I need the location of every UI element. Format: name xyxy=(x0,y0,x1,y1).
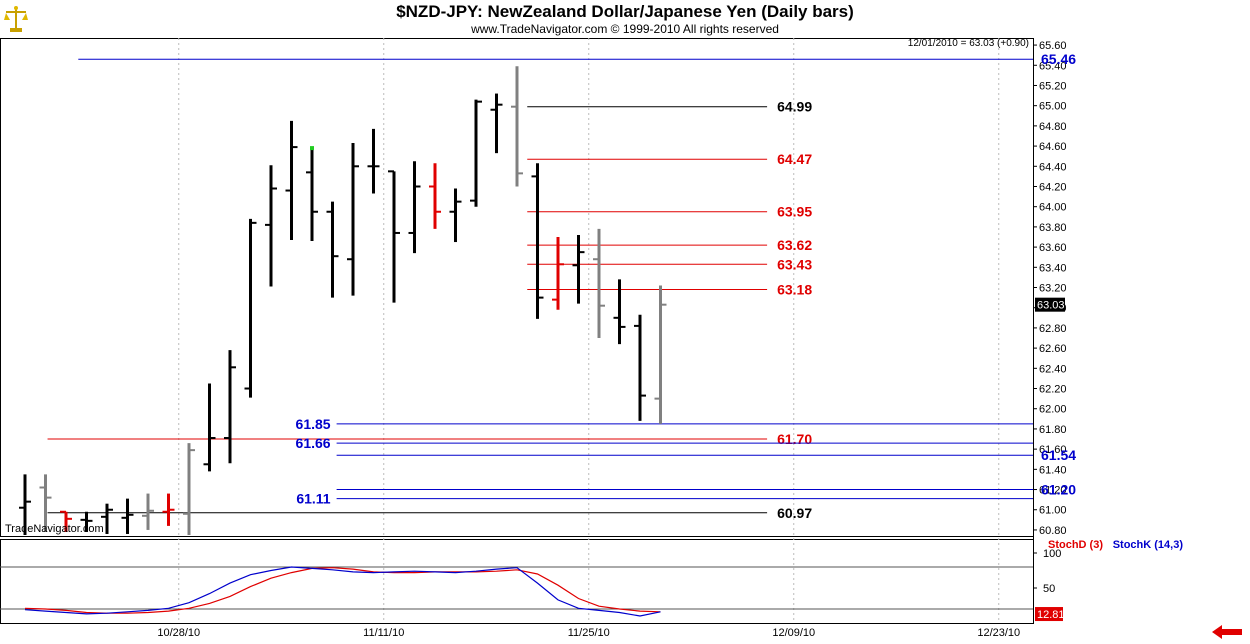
y-tick-label: 64.40 xyxy=(1039,161,1067,173)
ohlc-bar xyxy=(203,383,216,472)
ohlc-bar xyxy=(429,163,441,229)
level-label: 65.46 xyxy=(1041,51,1076,67)
y-tick-label: 65.00 xyxy=(1039,101,1067,113)
y-tick-label: 65.20 xyxy=(1039,80,1067,92)
ohlc-bar xyxy=(306,146,318,242)
y-tick-label: 61.20 xyxy=(1039,485,1067,497)
ohlc-bar xyxy=(101,503,113,534)
y-tick-label: 61.00 xyxy=(1039,505,1067,517)
ohlc-bar xyxy=(60,510,72,532)
y-tick-label: 62.60 xyxy=(1039,343,1067,355)
level-label: 61.85 xyxy=(296,416,331,432)
stoch-series-line xyxy=(24,567,661,614)
x-tick-label: 12/09/10 xyxy=(772,627,815,639)
y-tick-label: 63.40 xyxy=(1039,262,1067,274)
ohlc-bar xyxy=(265,165,277,287)
chart-title: $NZD-JPY: NewZealand Dollar/Japanese Yen… xyxy=(396,2,854,21)
ohlc-bar xyxy=(285,120,298,241)
stoch-last-box xyxy=(1035,607,1063,622)
y-tick-label: 61.40 xyxy=(1039,464,1067,476)
ohlc-bar xyxy=(593,228,605,339)
y-tick-label: 61.80 xyxy=(1039,424,1067,436)
ohlc-bar xyxy=(388,170,400,303)
stoch-y-tick-label: 50 xyxy=(1043,583,1055,595)
level-label: 60.97 xyxy=(777,505,812,521)
stoch-series-line xyxy=(24,566,661,617)
ohlc-bar xyxy=(552,236,564,310)
y-tick-label: 64.20 xyxy=(1039,181,1067,193)
y-tick-label: 63.80 xyxy=(1039,222,1067,234)
ohlc-bar xyxy=(531,163,544,319)
y-tick-label: 63.20 xyxy=(1039,283,1067,295)
x-tick-label: 10/28/10 xyxy=(157,627,200,639)
ohlc-bar xyxy=(634,314,646,421)
y-tick-label: 64.60 xyxy=(1039,141,1067,153)
y-tick-label: 62.80 xyxy=(1039,323,1067,335)
ohlc-bar xyxy=(162,493,175,526)
y-tick-label: 62.00 xyxy=(1039,404,1067,416)
ohlc-bar xyxy=(408,161,421,254)
level-label: 63.18 xyxy=(777,282,812,298)
ohlc-bar xyxy=(224,350,236,464)
ohlc-bar xyxy=(183,443,195,535)
gold-scales-logo-icon xyxy=(4,4,28,39)
ohlc-bar xyxy=(39,474,52,532)
last-price-value: 63.03 xyxy=(1037,300,1065,312)
stoch-last-value: 12.81 xyxy=(1037,609,1065,621)
x-tick-label: 11/25/10 xyxy=(568,627,610,639)
legend-entry: StochD (3) xyxy=(1048,539,1103,551)
level-label: 61.20 xyxy=(1041,482,1076,498)
ohlc-bar xyxy=(572,234,585,304)
stochastic-panel-frame xyxy=(0,539,1034,624)
ohlc-bar xyxy=(654,285,667,424)
level-label: 64.99 xyxy=(777,99,812,115)
last-price-box xyxy=(1035,297,1065,312)
ohlc-bar xyxy=(121,498,134,534)
ohlc-high-marker xyxy=(310,146,314,151)
ohlc-bar xyxy=(19,474,31,535)
ohlc-bar xyxy=(244,218,257,398)
ohlc-bar xyxy=(142,493,154,530)
level-label: 63.95 xyxy=(777,204,812,220)
ohlc-bar xyxy=(347,143,359,296)
y-tick-label: 65.60 xyxy=(1039,40,1067,52)
y-tick-label: 64.00 xyxy=(1039,202,1067,214)
y-tick-label: 64.80 xyxy=(1039,121,1067,133)
level-label: 61.66 xyxy=(296,435,331,451)
ohlc-bar xyxy=(470,99,482,207)
y-tick-label: 60.80 xyxy=(1039,525,1067,537)
level-label: 61.70 xyxy=(777,431,812,447)
ohlc-bar xyxy=(326,201,339,298)
x-tick-label: 11/11/10 xyxy=(363,627,404,639)
level-label: 63.43 xyxy=(777,256,812,272)
ohlc-bar xyxy=(449,188,462,243)
y-tick-label: 61.60 xyxy=(1039,444,1067,456)
level-label: 61.11 xyxy=(296,491,330,507)
ohlc-bar xyxy=(490,93,503,154)
watermark-text: TradeNavigator.com xyxy=(5,523,104,535)
ohlc-bar xyxy=(511,66,523,187)
level-label: 61.54 xyxy=(1041,447,1076,463)
y-tick-label: 63.60 xyxy=(1039,242,1067,254)
level-label: 64.47 xyxy=(777,151,812,167)
chart-subtitle: www.TradeNavigator.com © 1999-2010 All r… xyxy=(471,22,779,36)
last-price-info: 12/01/2010 = 63.03 (+0.90) xyxy=(908,38,1029,49)
stoch-y-tick-label: 100 xyxy=(1043,548,1061,560)
x-tick-label: 12/23/10 xyxy=(977,627,1020,639)
y-tick-label: 62.20 xyxy=(1039,384,1067,396)
ohlc-bar xyxy=(613,279,626,345)
level-label: 63.62 xyxy=(777,237,812,253)
legend-entry: StochK (14,3) xyxy=(1113,539,1184,551)
ohlc-bar xyxy=(80,511,93,532)
ohlc-bar xyxy=(367,128,380,194)
y-tick-label: 65.40 xyxy=(1039,60,1067,72)
left-arrow-icon[interactable] xyxy=(1212,625,1242,644)
y-tick-label: 62.40 xyxy=(1039,363,1067,375)
